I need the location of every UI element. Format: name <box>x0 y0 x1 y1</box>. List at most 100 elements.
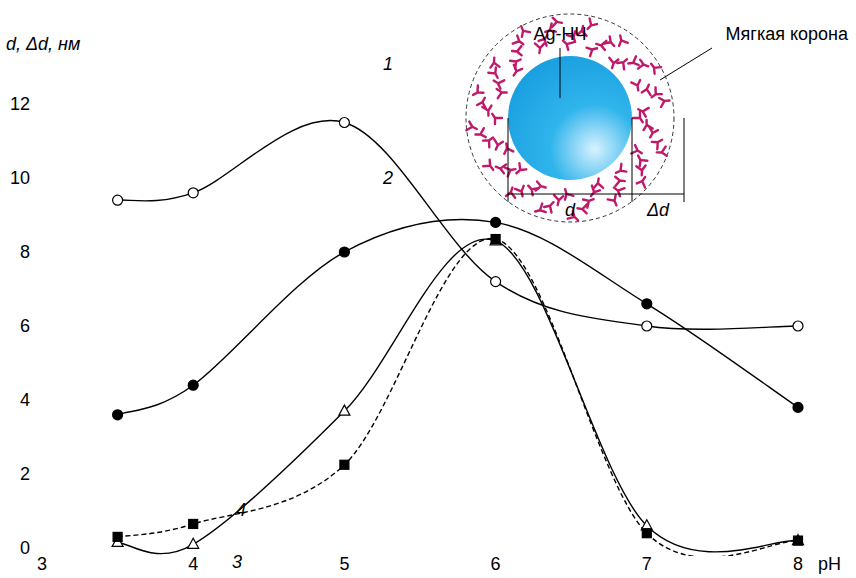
corona-molecule <box>636 165 645 175</box>
y-tick-label: 6 <box>20 316 30 336</box>
marker <box>188 380 198 390</box>
corona-molecule <box>466 122 476 131</box>
marker <box>793 535 804 545</box>
marker <box>339 247 349 257</box>
corona-molecule <box>642 85 651 95</box>
marker <box>113 532 122 541</box>
corona-molecule <box>506 188 515 198</box>
corona-molecule <box>649 127 658 138</box>
corona-molecule <box>631 145 642 153</box>
marker <box>491 235 500 244</box>
x-tick <box>495 548 496 551</box>
corona-molecule <box>617 59 627 69</box>
corona-molecule <box>633 112 643 122</box>
marker <box>188 538 199 548</box>
corona-molecule <box>516 163 526 173</box>
corona-molecule <box>497 89 507 98</box>
corona-molecule <box>652 87 662 97</box>
annotation: Мягкая корона <box>726 24 849 44</box>
corona-molecule <box>477 98 486 109</box>
corona-molecule <box>496 164 506 173</box>
series-line <box>118 121 798 330</box>
corona-molecule <box>515 186 524 196</box>
y-tick-label: 4 <box>20 390 30 410</box>
y-axis-title: d, Δd, нм <box>6 34 80 54</box>
corona-molecule <box>608 195 617 206</box>
y-tick-label: 2 <box>20 464 30 484</box>
series-line <box>118 220 798 415</box>
x-axis-title: pH <box>818 554 841 574</box>
dim-line <box>508 194 684 195</box>
corona-molecule <box>535 204 546 213</box>
x-tick-label: 6 <box>491 554 501 574</box>
x-tick <box>798 548 799 551</box>
corona-molecule <box>473 85 483 94</box>
y-tick <box>39 104 42 105</box>
corona-boundary <box>466 14 674 222</box>
y-tick-label: 10 <box>10 168 30 188</box>
x-tick <box>646 548 647 551</box>
dim-line <box>632 118 633 202</box>
corona-molecule <box>638 60 648 69</box>
corona-molecule <box>494 80 505 88</box>
marker <box>188 188 198 198</box>
annotation: Δd <box>646 200 670 220</box>
corona-molecule <box>535 43 544 53</box>
corona-molecule <box>631 80 640 90</box>
series-line <box>118 239 798 556</box>
y-tick <box>39 326 42 327</box>
marker <box>189 519 198 528</box>
y-tick-label: 0 <box>20 538 30 558</box>
corona-molecule <box>554 195 563 205</box>
corona-molecule <box>505 168 515 177</box>
corona-molecule <box>637 177 645 188</box>
marker <box>642 529 651 538</box>
marker <box>113 410 123 420</box>
series-label: 1 <box>383 54 393 74</box>
corona-molecule <box>628 56 638 65</box>
x-tick-label: 7 <box>642 554 652 574</box>
series-label: 2 <box>382 168 393 188</box>
corona-molecule <box>490 58 499 68</box>
corona-molecule <box>651 64 661 74</box>
marker <box>340 460 349 469</box>
corona-molecule <box>577 204 587 213</box>
corona-molecule <box>488 67 497 77</box>
corona-molecule <box>657 147 667 156</box>
corona-molecule <box>588 19 597 29</box>
nanoparticle <box>508 56 632 180</box>
leader-line <box>660 48 712 80</box>
y-tick <box>39 178 42 179</box>
corona-molecule <box>483 137 493 147</box>
leader-line <box>560 48 561 98</box>
inset-diagram <box>466 14 712 222</box>
series-label: 3 <box>232 552 242 572</box>
corona-molecule <box>587 48 598 57</box>
marker <box>113 195 123 205</box>
marker <box>794 536 803 545</box>
corona-molecule <box>652 140 662 149</box>
corona-molecule <box>604 36 614 46</box>
y-tick <box>39 474 42 475</box>
corona-molecule <box>594 178 603 188</box>
corona-molecule <box>494 139 503 149</box>
y-tick <box>39 548 42 549</box>
marker <box>642 321 652 331</box>
marker <box>491 217 501 227</box>
y-tick-label: 12 <box>10 94 30 114</box>
corona-molecule <box>615 177 625 186</box>
x-tick <box>344 548 345 551</box>
corona-molecule <box>510 60 520 69</box>
corona-molecule <box>492 114 502 124</box>
corona-molecule <box>616 164 626 173</box>
x-tick-label: 4 <box>188 554 198 574</box>
series-line <box>118 239 798 554</box>
corona-molecule <box>504 143 513 153</box>
x-tick-label: 5 <box>339 554 349 574</box>
corona-molecule <box>638 108 648 117</box>
annotation: Ag-НЧ <box>533 24 586 44</box>
marker <box>490 235 501 245</box>
marker <box>793 321 803 331</box>
x-tick-label: 3 <box>37 554 47 574</box>
y-tick-label: 8 <box>20 242 30 262</box>
